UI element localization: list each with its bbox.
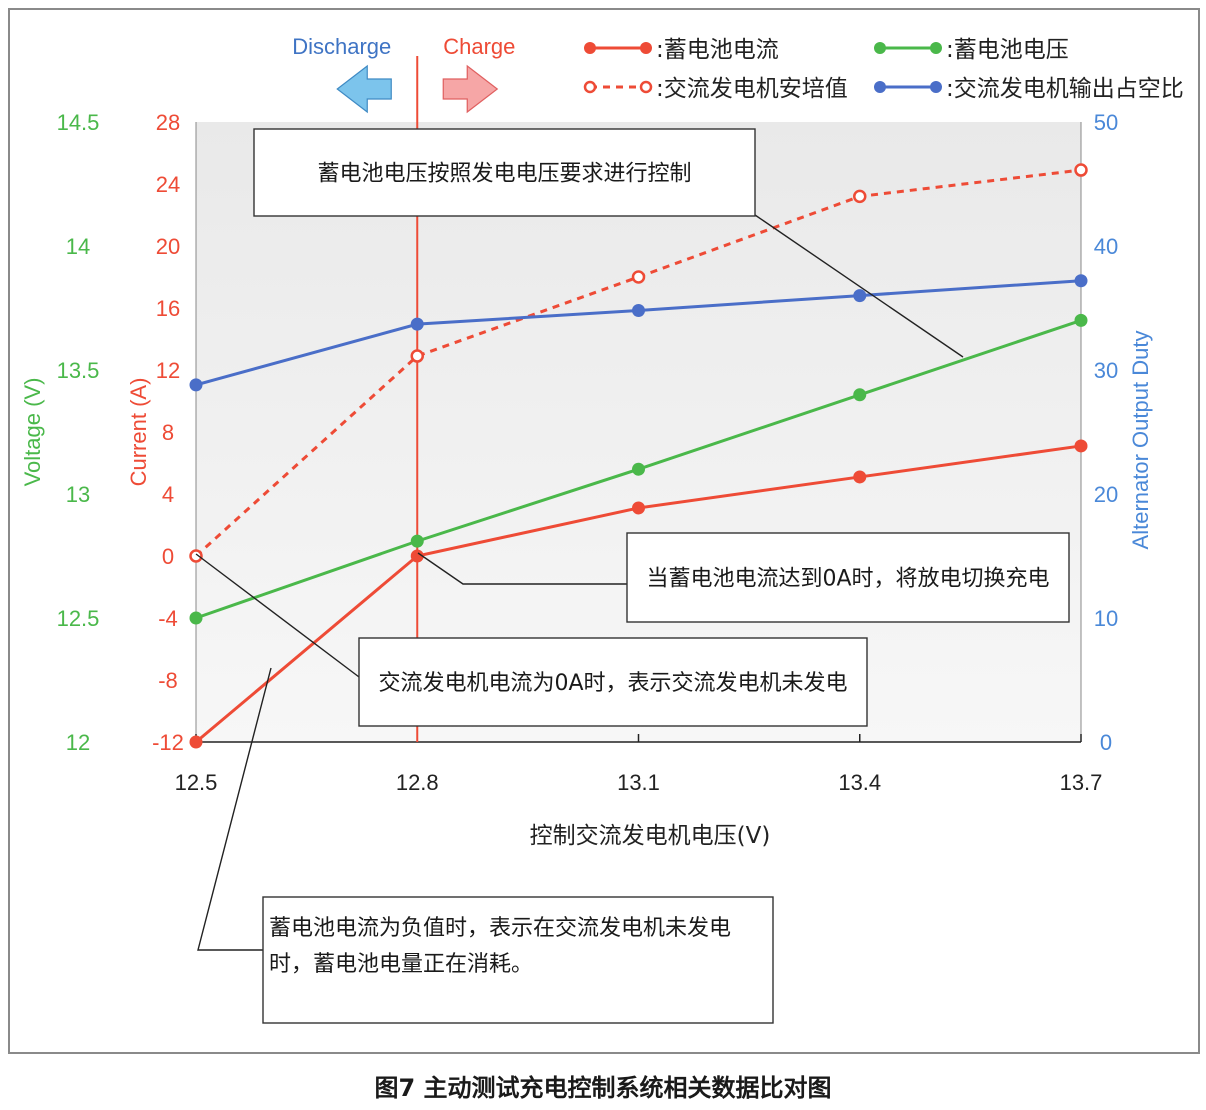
- chart: 12.5 12.8 13.1 13.4 13.7 控制交流发电机电压(V) -12 -8 -4 0…: [20, 34, 1184, 1024]
- annotation-alternator-zero-text: 交流发电机电流为0A时，表示交流发电机未发电: [378, 671, 847, 696]
- legend-marker: [930, 42, 942, 54]
- x-tick-label: 13.7: [1060, 770, 1103, 795]
- duty-axis-label: Alternator Output Duty: [1128, 331, 1153, 550]
- annotation-negative-current-text: 时，蓄电池电量正在消耗。: [269, 952, 533, 977]
- duty-tick-label: 20: [1094, 482, 1118, 507]
- figure-caption: 图7 主动测试充电控制系统相关数据比对图: [374, 1074, 832, 1102]
- current-tick-label: -4: [158, 606, 178, 631]
- voltage-tick-label: 13.5: [57, 358, 100, 383]
- data-point: [853, 470, 867, 484]
- leader-line: [197, 667, 272, 951]
- current-tick-label: -8: [158, 668, 178, 693]
- leader-line: [195, 553, 364, 681]
- legend-marker: [874, 42, 886, 54]
- current-tick-label: 8: [162, 420, 174, 445]
- voltage-tick-label: 12.5: [57, 606, 100, 631]
- data-point: [1074, 274, 1088, 288]
- annotation-voltage-control-box: [253, 128, 756, 217]
- data-point: [410, 317, 424, 331]
- legend-label: :蓄电池电流: [656, 37, 779, 63]
- data-point: [410, 534, 424, 548]
- x-tick-label: 12.5: [175, 770, 218, 795]
- annotation-switch-charge-text: 当蓄电池电流达到0A时，将放电切换充电: [646, 567, 1049, 592]
- x-tick-label: 12.8: [396, 770, 439, 795]
- duty-tick-label: 0: [1100, 730, 1112, 755]
- annotation-alternator-zero-box: [358, 637, 868, 727]
- data-point: [853, 289, 867, 303]
- legend-label: :交流发电机输出占空比: [946, 76, 1184, 102]
- charge-label: Charge: [443, 34, 515, 59]
- data-point: [189, 549, 203, 563]
- duty-tick-label: 30: [1094, 358, 1118, 383]
- current-tick-label: 4: [162, 482, 174, 507]
- data-point: [189, 378, 203, 392]
- current-tick-label: 28: [156, 110, 180, 135]
- current-tick-label: 0: [162, 544, 174, 569]
- data-point: [410, 349, 424, 363]
- legend-marker: [584, 42, 596, 54]
- data-point: [632, 501, 645, 515]
- voltage-tick-label: 13: [66, 482, 90, 507]
- data-point: [1074, 313, 1088, 327]
- legend-label: :蓄电池电压: [946, 37, 1069, 63]
- current-tick-label: 20: [156, 234, 180, 259]
- legend-marker: [639, 80, 653, 94]
- annotation-switch-charge-box: [626, 532, 1070, 623]
- x-axis-label: 控制交流发电机电压(V): [530, 823, 771, 849]
- data-point: [632, 303, 645, 317]
- data-point: [853, 388, 867, 402]
- voltage-axis-label: Voltage (V): [20, 378, 45, 487]
- voltage-tick-label: 14.5: [57, 110, 100, 135]
- voltage-tick-label: 14: [66, 234, 90, 259]
- annotation-negative-current-box: [262, 896, 774, 1024]
- duty-tick-label: 50: [1094, 110, 1118, 135]
- duty-tick-label: 10: [1094, 606, 1118, 631]
- legend-marker: [874, 81, 886, 93]
- current-tick-label: -12: [152, 730, 184, 755]
- data-point: [410, 549, 424, 563]
- data-point: [632, 462, 645, 476]
- current-tick-label: 16: [156, 296, 180, 321]
- legend-marker: [640, 42, 652, 54]
- duty-tick-label: 40: [1094, 234, 1118, 259]
- leader-line: [754, 214, 964, 358]
- discharge-label: Discharge: [292, 34, 391, 59]
- legend-marker: [583, 80, 597, 94]
- legend-label: :交流发电机安培值: [656, 76, 848, 102]
- data-point: [1074, 163, 1088, 177]
- x-tick-label: 13.1: [617, 770, 660, 795]
- x-tick-label: 13.4: [838, 770, 881, 795]
- discharge-arrow-icon: [336, 64, 392, 114]
- legend-marker: [930, 81, 942, 93]
- current-tick-label: 24: [156, 172, 180, 197]
- data-point: [189, 611, 203, 625]
- data-point: [189, 735, 203, 749]
- data-point: [631, 270, 646, 284]
- current-axis-label: Current (A): [126, 378, 151, 487]
- data-point: [853, 189, 867, 204]
- voltage-tick-label: 12: [66, 730, 90, 755]
- annotation-negative-current-text: 蓄电池电流为负值时，表示在交流发电机未发电: [269, 916, 731, 941]
- charge-arrow-icon: [442, 64, 499, 114]
- data-point: [1074, 439, 1088, 453]
- current-tick-label: 12: [156, 358, 180, 383]
- annotation-voltage-control-text: 蓄电池电压按照发电电压要求进行控制: [317, 162, 691, 187]
- leader-line: [417, 552, 627, 585]
